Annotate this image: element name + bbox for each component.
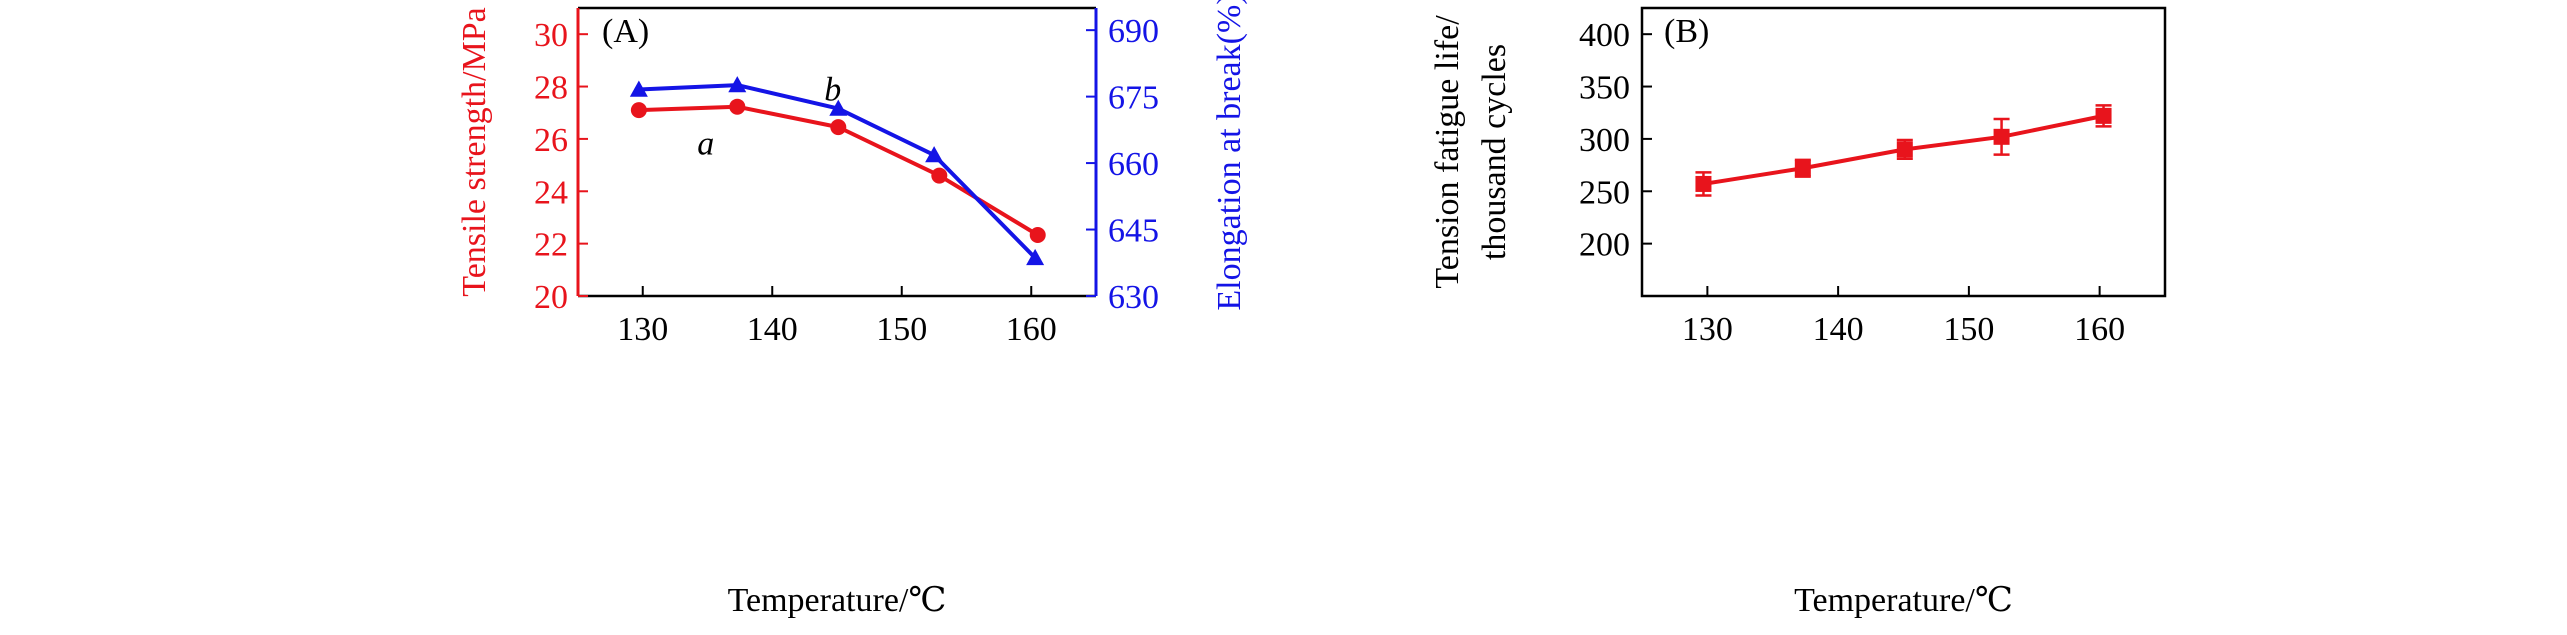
panel-a-right-tick-label: 690 (1108, 13, 1159, 50)
fatigue-point (1896, 141, 1913, 158)
panel-a-x-tick-label: 150 (876, 311, 927, 348)
fatigue-point (1993, 128, 2010, 145)
panel-b-x-tick-label: 130 (1682, 311, 1733, 348)
panel-b-y-tick-label: 200 (1579, 227, 1630, 264)
panel-a-x-tick-label: 160 (1006, 311, 1057, 348)
panel-a-left-tick-label: 30 (534, 17, 568, 54)
series-b-label: b (824, 72, 841, 109)
series-b-point (629, 80, 648, 97)
series-a-point (830, 119, 847, 136)
panel-b-y-tick-label: 300 (1579, 122, 1630, 159)
panel-b-y-tick-label: 350 (1579, 70, 1630, 107)
panel-b-x-axis-title: Temperature/℃ (1794, 582, 2013, 619)
panel-a-x-tick-label: 140 (747, 311, 798, 348)
panel-a-left-tick-label: 28 (534, 70, 568, 107)
fatigue-point (2095, 107, 2112, 124)
panel-b-frame (1640, 6, 2167, 298)
fatigue-point (1794, 160, 1811, 177)
panel-b-y-axis-title-line2: thousand cycles (1476, 44, 1513, 260)
series-a-point (931, 167, 948, 184)
series-a-point (729, 98, 746, 115)
panel-b-x-tick-label: 150 (1943, 311, 1994, 348)
panel-a-label: (A) (602, 13, 649, 50)
panel-b-y-tick-label: 250 (1579, 174, 1630, 211)
panel-a-left-tick-label: 22 (534, 227, 568, 264)
panel-a-right-axis-title: Elongation at break(%) (1211, 0, 1248, 311)
fatigue-point (1695, 175, 1712, 192)
series-a-label: a (697, 126, 714, 163)
panel-a-left-tick-label: 24 (534, 174, 568, 211)
panel-a-left-axis-title: Tensile strength/MPa (456, 7, 493, 296)
panel-a-left-tick-label: 20 (534, 279, 568, 316)
panel-b-y-axis-title-line1: Tension fatigue life/ (1429, 15, 1466, 289)
series-a-point (1029, 226, 1046, 243)
series-b-point (1026, 248, 1045, 266)
series-b-point (728, 76, 747, 93)
series-b-point (925, 146, 944, 163)
panel-a-right-tick-label: 630 (1108, 279, 1159, 316)
panel-a-x-axis-title: Temperature/℃ (728, 582, 947, 619)
panel-a-right-tick-label: 660 (1108, 146, 1159, 183)
panel-a-x-tick-label: 130 (617, 311, 668, 348)
panel-b-label: (B) (1664, 13, 1709, 50)
panel-a-right-tick-label: 675 (1108, 80, 1159, 117)
series-b-point (829, 99, 848, 116)
panel-b-y-tick-label: 400 (1579, 17, 1630, 54)
panel-a-left-tick-label: 26 (534, 122, 568, 159)
series-a-point (630, 102, 647, 119)
panel-b-x-tick-label: 160 (2074, 311, 2125, 348)
panel-a-right-tick-label: 645 (1108, 213, 1159, 250)
panel-b-x-tick-label: 140 (1813, 311, 1864, 348)
